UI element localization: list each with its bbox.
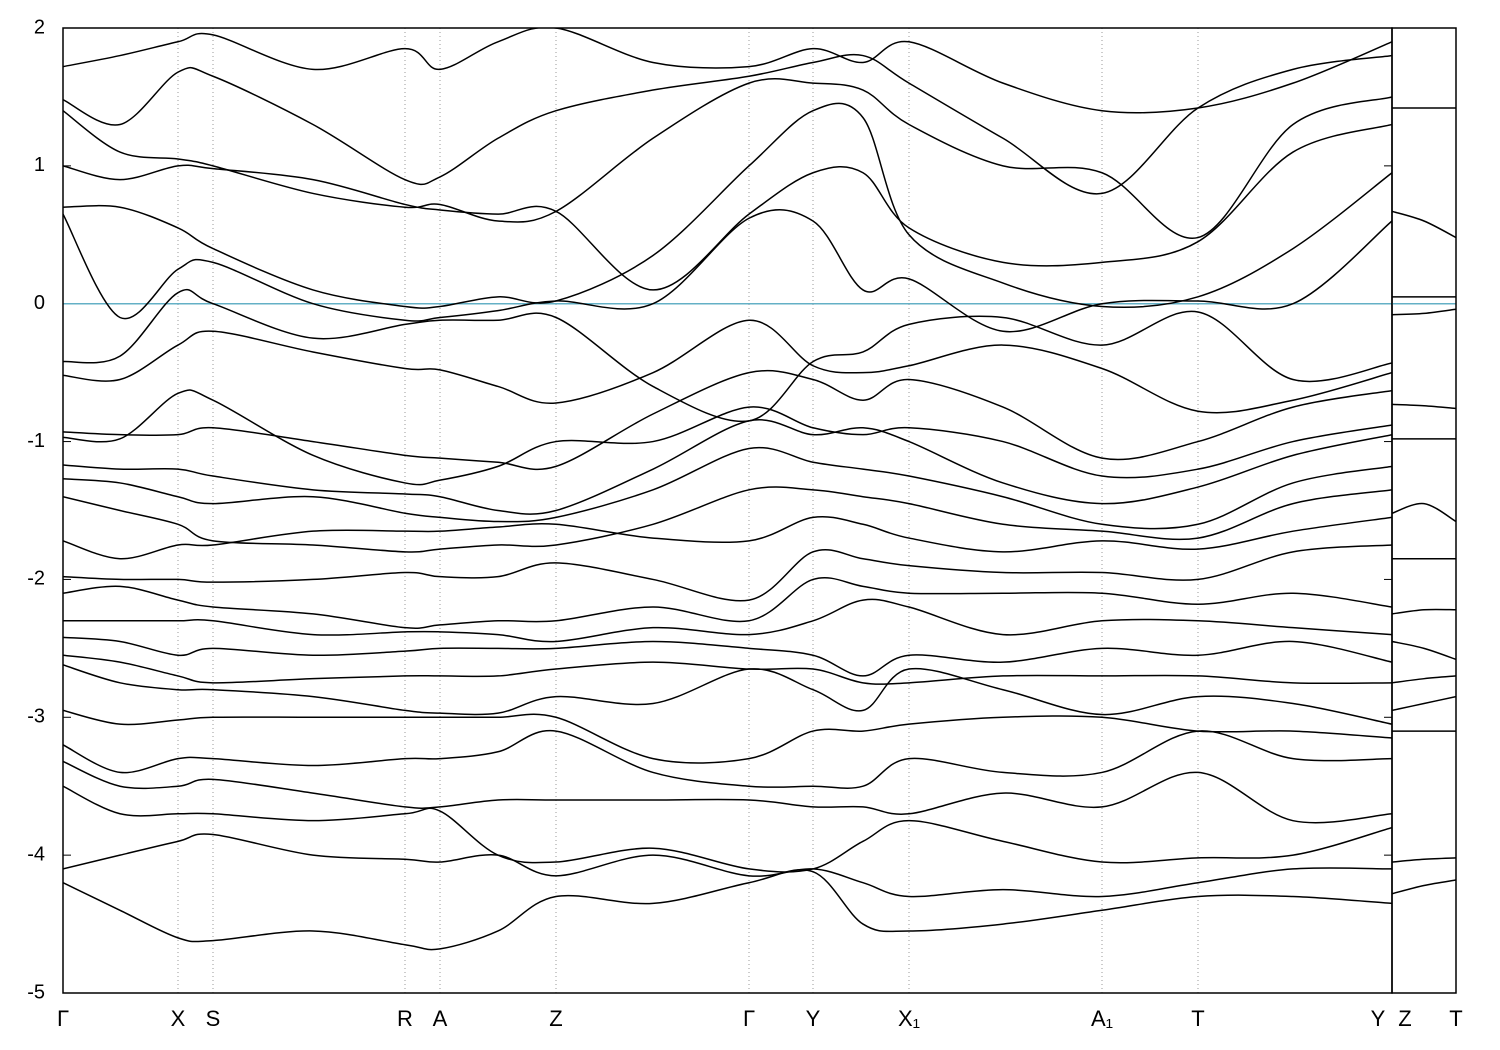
x-tick-label: A (433, 1006, 448, 1031)
x-tick-label: R (397, 1006, 413, 1031)
band-line (63, 419, 1392, 515)
band-line (63, 369, 1392, 471)
band-line (63, 598, 1392, 643)
x-tick-label: S (206, 1006, 221, 1031)
x-tick-label: X₁ (898, 1006, 920, 1031)
band-line (1392, 857, 1456, 863)
plot-area (1392, 107, 1456, 895)
band-line (63, 785, 1392, 873)
x-tick-label: T (1449, 1006, 1462, 1031)
band-line (63, 28, 1392, 114)
band-line (1392, 502, 1456, 523)
x-tick-label: Y (806, 1006, 821, 1031)
band-line (1392, 675, 1456, 684)
y-tick-label: -2 (27, 568, 45, 590)
x-tick-label: Y (1371, 1006, 1386, 1031)
band-line (1392, 403, 1456, 410)
x-tick-label: A₁ (1091, 1006, 1113, 1031)
band-line (1392, 879, 1456, 895)
band-line (1392, 640, 1456, 661)
y-tick-label: 1 (34, 154, 45, 176)
band-line (1392, 608, 1456, 615)
x-tick-label: Γ (743, 1006, 755, 1031)
y-tick-label: -5 (27, 981, 45, 1003)
band-line (63, 319, 1392, 414)
band-line (63, 288, 1392, 423)
band-line (63, 729, 1392, 789)
band-line (63, 833, 1392, 898)
band-line (63, 760, 1392, 824)
band-line (63, 516, 1392, 560)
band-line (63, 78, 1392, 239)
x-tick-label: X (171, 1006, 186, 1031)
y-tick-label: -1 (27, 430, 45, 452)
y-tick-label: -3 (27, 706, 45, 728)
band-line (1392, 210, 1456, 239)
x-tick-label: Z (549, 1006, 562, 1031)
band-line (63, 654, 1392, 685)
band-line (63, 577, 1392, 629)
band-line (63, 102, 1392, 309)
band-line (63, 123, 1392, 291)
band-line (63, 544, 1392, 602)
band-line (1392, 308, 1456, 316)
x-tick-label: Z (1398, 1006, 1411, 1031)
band-line (1392, 695, 1456, 712)
x-tick-label: Γ (57, 1006, 69, 1031)
band-line (63, 868, 1392, 951)
band-line (63, 709, 1392, 764)
band-line (63, 664, 1392, 725)
y-tick-label: 0 (34, 292, 45, 314)
plot-frame (1391, 27, 1457, 994)
band-line (63, 389, 1392, 486)
plot-area (63, 28, 1392, 951)
y-tick-label: -4 (27, 843, 45, 865)
band-line (63, 53, 1392, 195)
y-tick-label: 2 (34, 16, 45, 38)
band-line (63, 636, 1392, 677)
x-tick-label: T (1191, 1006, 1204, 1031)
band-line (63, 446, 1392, 530)
band-line (63, 209, 1392, 333)
